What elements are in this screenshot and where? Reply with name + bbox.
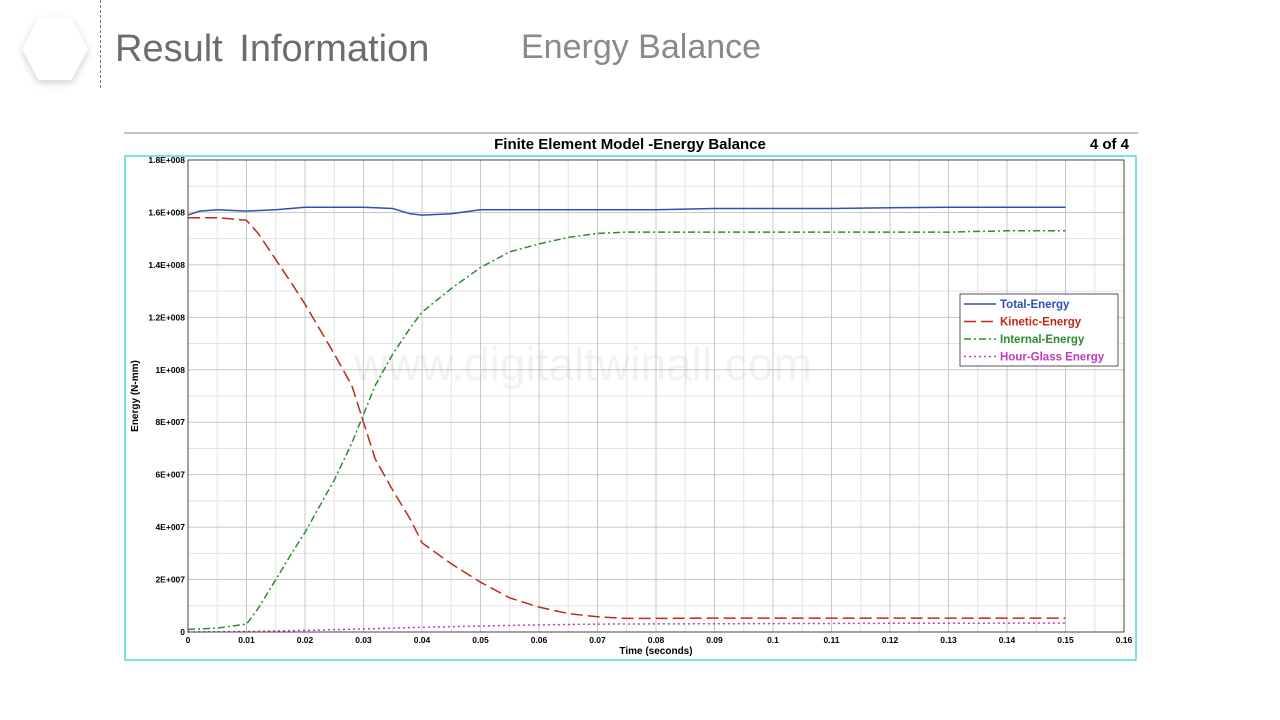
chart-frame <box>124 155 1137 661</box>
legend-label: Kinetic-Energy <box>1000 317 1082 329</box>
y-tick-label: 1.2E+008 <box>148 312 185 322</box>
axis-ticks: 0 0.01 0.02 0.03 0.04 0.05 0.06 0.07 0.08 0.09 0.1… <box>148 155 1132 645</box>
slide-subtitle: Energy Balance <box>521 28 762 66</box>
x-tick-label: 0.04 <box>414 635 431 645</box>
header-divider <box>100 0 101 88</box>
series-line-internal-energy <box>187 230 1066 631</box>
x-tick-label: 0.08 <box>648 635 665 645</box>
energy-chart: Finite Element Model -Energy Balance 4 o… <box>124 132 1138 662</box>
series-line-kinetic-energy <box>188 216 1066 620</box>
plot-area <box>187 159 1125 633</box>
series-line-hour-glass-energy <box>187 622 1066 633</box>
legend-label: Internal-Energy <box>1000 334 1085 346</box>
y-tick-label: 1.4E+008 <box>148 260 185 270</box>
legend: Total-Energy Kinetic-Energy Internal-Energ… <box>959 293 1119 367</box>
y-tick-label: 4E+007 <box>155 522 185 532</box>
page-indicator: 4 of 4 <box>1090 136 1130 153</box>
x-tick-label: 0.06 <box>531 635 548 645</box>
x-tick-label: 0.11 <box>823 635 839 645</box>
x-tick-label: 0.13 <box>940 635 957 645</box>
x-tick-label: 0.02 <box>297 635 314 645</box>
hexagon-icon <box>22 18 88 80</box>
x-axis-label: Time (seconds) <box>619 646 692 657</box>
x-tick-label: 0.16 <box>1116 635 1133 645</box>
y-tick-label: 0 <box>180 627 185 637</box>
series-line-total-energy <box>187 206 1066 216</box>
grid <box>187 159 1125 633</box>
x-tick-label: 0.09 <box>706 635 723 645</box>
chart-canvas: Finite Element Model -Energy Balance 4 o… <box>124 132 1138 661</box>
x-tick-label: 0.1 <box>767 635 779 645</box>
y-tick-label: 8E+007 <box>155 417 185 427</box>
y-axis-label: Energy (N-mm) <box>130 360 141 432</box>
slide-title: Result Information <box>115 28 430 70</box>
y-tick-label: 1.8E+008 <box>148 155 185 165</box>
x-tick-label: 0.14 <box>999 635 1016 645</box>
x-tick-label: 0.07 <box>589 635 606 645</box>
x-tick-label: 0 <box>186 635 191 645</box>
y-tick-label: 1.6E+008 <box>148 207 185 217</box>
x-tick-label: 0.01 <box>238 635 255 645</box>
chart-title: Finite Element Model -Energy Balance <box>494 136 766 153</box>
watermark: www.digitaltwinall.com <box>353 338 812 390</box>
legend-box <box>959 293 1119 367</box>
y-tick-label: 6E+007 <box>155 470 185 480</box>
legend-label: Hour-Glass Energy <box>1000 352 1105 364</box>
y-tick-label: 2E+007 <box>155 575 185 585</box>
legend-label: Total-Energy <box>1000 299 1070 311</box>
x-tick-label: 0.05 <box>472 635 489 645</box>
x-tick-label: 0.15 <box>1057 635 1074 645</box>
x-tick-label: 0.12 <box>882 635 899 645</box>
series-lines <box>187 206 1066 633</box>
x-tick-label: 0.03 <box>355 635 372 645</box>
y-tick-label: 1E+008 <box>155 365 185 375</box>
